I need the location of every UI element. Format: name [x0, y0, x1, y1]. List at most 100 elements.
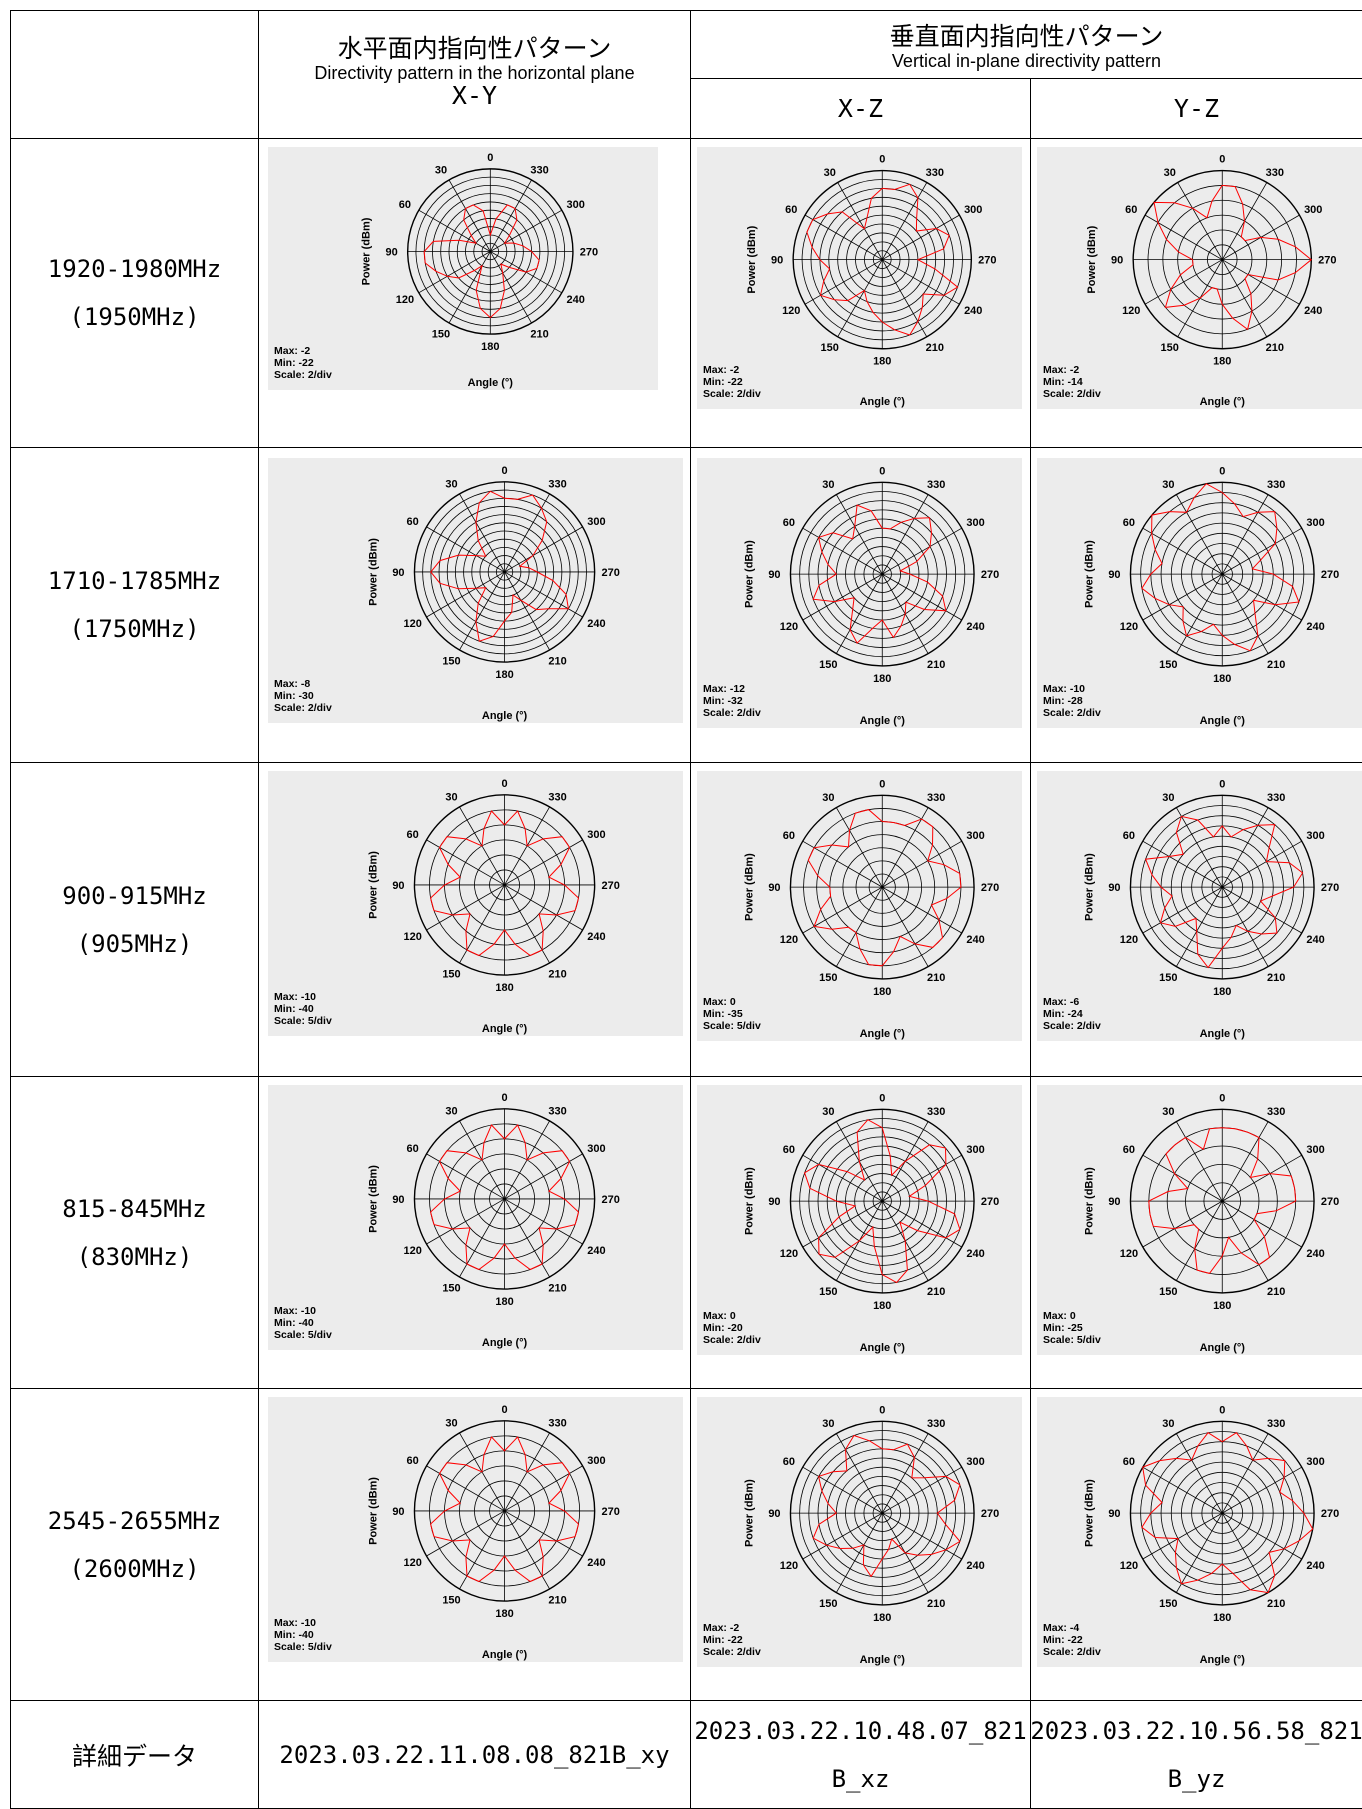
angle-tick-label: 0 [879, 1092, 885, 1104]
grid-vertical-sub [690, 78, 1362, 79]
polar-spoke [1222, 1512, 1302, 1560]
angle-tick-label: 150 [821, 342, 839, 354]
polar-ring [1129, 794, 1315, 980]
min-value: Min: -32 [703, 695, 743, 707]
polar-spoke [504, 571, 550, 651]
angle-axis-label: Angle (°) [482, 1649, 528, 1661]
angle-tick-label: 0 [879, 154, 885, 166]
scale-value: Scale: 5/div [274, 1329, 332, 1341]
angle-tick-label: 270 [601, 1506, 619, 1518]
polar-spoke [1176, 1512, 1223, 1593]
angle-tick-label: 90 [771, 255, 783, 267]
polar-spoke [881, 182, 928, 260]
polar-spoke [504, 1153, 583, 1200]
polar-spoke [459, 571, 505, 651]
polar-chart-svg: 0 30 60 90 120 150 180 210 240 270 300 330 Power (dB… [274, 465, 620, 722]
scale-value: Scale: 2/div [274, 702, 332, 714]
polar-spoke [1142, 840, 1223, 888]
pattern-trace [812, 1434, 961, 1578]
max-value: Max: -10 [274, 991, 316, 1003]
horizontal-title-jp: 水平面内指向性パターン [337, 34, 612, 63]
polar-spoke [836, 886, 883, 967]
angle-tick-label: 240 [966, 934, 984, 946]
angle-tick-label: 0 [501, 1404, 507, 1416]
angle-tick-label: 270 [1321, 1508, 1339, 1520]
angle-tick-label: 210 [1266, 342, 1284, 354]
polar-spoke [426, 1198, 505, 1245]
angle-tick-label: 180 [495, 1608, 513, 1620]
pattern-trace [806, 183, 959, 336]
angle-tick-label: 0 [879, 778, 885, 790]
angle-tick-label: 180 [1213, 1612, 1231, 1624]
row-label-4: 815-845MHz (830MHz) [11, 1077, 258, 1388]
scale-value: Scale: 2/div [1043, 1020, 1101, 1032]
angle-tick-label: 180 [1213, 673, 1231, 685]
polar-chart-svg: 0 30 60 90 120 150 180 210 240 270 300 330 Power (dB… [703, 1092, 999, 1354]
angle-tick-label: 150 [819, 972, 837, 984]
polar-spoke [1176, 1200, 1223, 1281]
polar-spoke [1222, 259, 1300, 305]
polar-spoke [1142, 886, 1223, 934]
angle-tick-label: 270 [1321, 882, 1339, 894]
pattern-trace [807, 809, 962, 967]
angle-tick-label: 120 [403, 1557, 421, 1569]
angle-tick-label: 120 [780, 934, 798, 946]
angle-tick-label: 30 [445, 1418, 457, 1430]
min-value: Min: -25 [1043, 1322, 1083, 1334]
polar-spoke [837, 182, 883, 260]
angle-tick-label: 330 [927, 1418, 945, 1430]
polar-chart-x-z-row1: 0 30 60 90 120 150 180 210 240 270 300 330 Power (dB… [697, 147, 1022, 409]
angle-tick-label: 240 [587, 1245, 605, 1257]
band-range: 900-915MHz [62, 881, 207, 910]
polar-spoke [426, 1465, 505, 1512]
pattern-trace [1144, 815, 1304, 969]
angle-tick-label: 330 [1267, 792, 1285, 804]
polar-spoke [448, 179, 491, 252]
angle-tick-label: 330 [1267, 1418, 1285, 1430]
scale-value: Scale: 2/div [703, 1646, 761, 1658]
polar-spoke [881, 1433, 929, 1514]
angle-tick-label: 330 [927, 1106, 945, 1118]
angle-tick-label: 240 [964, 305, 982, 317]
polar-spoke [882, 840, 962, 888]
angle-tick-label: 240 [1306, 934, 1324, 946]
polar-spoke [1176, 494, 1223, 575]
max-value: Max: -10 [1043, 683, 1085, 695]
polar-chart-y-z-row5: 0 30 60 90 120 150 180 210 240 270 300 330 Power (dB… [1037, 1397, 1362, 1667]
angle-tick-label: 240 [1306, 1248, 1324, 1260]
max-value: Max: -2 [703, 1622, 739, 1634]
angle-tick-label: 0 [501, 778, 507, 790]
angle-tick-label: 270 [1321, 569, 1339, 581]
angle-tick-label: 30 [1162, 479, 1174, 491]
polar-spoke [504, 884, 583, 931]
band-center: (1950MHz) [69, 303, 200, 331]
angle-tick-label: 90 [1108, 1196, 1120, 1208]
angle-tick-label: 90 [392, 880, 404, 892]
power-axis-label: Power (dBm) [367, 538, 379, 606]
angle-tick-label: 210 [927, 659, 945, 671]
angle-tick-label: 210 [548, 1594, 566, 1606]
polar-spoke [1222, 840, 1302, 888]
yz-file-line2: B_yz [1167, 1764, 1226, 1793]
polar-chart-svg: 0 30 60 90 120 150 180 210 240 270 300 330 Power (dB… [703, 465, 999, 727]
angle-tick-label: 120 [403, 1245, 421, 1257]
angle-tick-label: 30 [822, 1418, 834, 1430]
scale-value: Scale: 2/div [1043, 1646, 1101, 1658]
power-axis-label: Power (dBm) [743, 853, 755, 921]
power-axis-label: Power (dBm) [746, 225, 758, 293]
angle-tick-label: 60 [1123, 517, 1135, 529]
angle-tick-label: 330 [530, 165, 548, 177]
angle-tick-label: 0 [879, 1404, 885, 1416]
polar-spoke [459, 493, 505, 573]
angle-tick-label: 120 [782, 305, 800, 317]
angle-axis-label: Angle (°) [482, 1023, 528, 1035]
angle-tick-label: 90 [386, 246, 398, 258]
power-axis-label: Power (dBm) [743, 540, 755, 608]
angle-tick-label: 330 [1267, 479, 1285, 491]
power-axis-label: Power (dBm) [1083, 1479, 1095, 1547]
angle-tick-label: 210 [530, 328, 548, 340]
angle-tick-label: 180 [1213, 356, 1231, 368]
polar-spoke [504, 493, 550, 573]
max-value: Max: -2 [703, 364, 739, 376]
angle-tick-label: 150 [1159, 972, 1177, 984]
